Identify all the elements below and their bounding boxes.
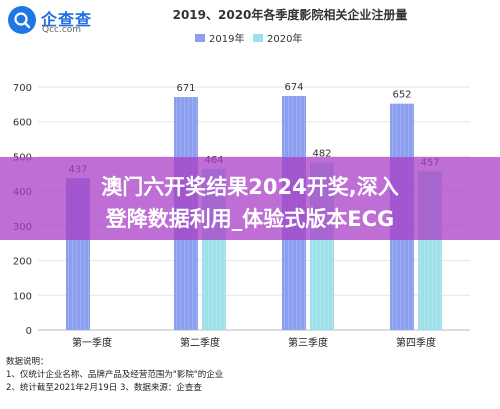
data-label: 674 [284, 82, 303, 93]
x-tick-label: 第二季度 [180, 336, 220, 349]
x-tick-label: 第三季度 [288, 336, 328, 349]
legend-swatch-2019 [195, 33, 205, 42]
y-tick-label: 700 [13, 83, 32, 94]
logo-brand-name: 企查查 [41, 10, 93, 29]
x-tick-label: 第一季度 [72, 336, 112, 349]
y-tick-label: 600 [13, 118, 32, 129]
overlay-text-line-2: 登降数据利用_体验式版本ECG [105, 207, 395, 231]
logo-domain: Qcc.com [42, 25, 82, 35]
y-tick-label: 100 [13, 291, 32, 302]
legend-label-2020: 2020年 [267, 34, 303, 45]
legend-swatch-2020 [253, 33, 263, 42]
brand-logo: 企查查 Qcc.com [8, 4, 118, 38]
y-tick-label: 0 [26, 326, 32, 337]
chart-legend: 2019年 2020年 [0, 30, 500, 46]
promo-overlay-banner: 澳门六开奖结果2024开奖,深入 登降数据利用_体验式版本ECG [0, 157, 500, 240]
notes-heading: 数据说明： [6, 357, 49, 367]
data-label: 671 [176, 83, 195, 94]
data-label: 482 [312, 149, 331, 160]
legend-label-2019: 2019年 [209, 34, 245, 45]
overlay-text-line-1: 澳门六开奖结果2024开奖,深入 [101, 175, 399, 199]
data-label: 652 [392, 90, 411, 101]
legend-item-2019: 2019年 [195, 30, 244, 45]
x-tick-label: 第四季度 [396, 336, 436, 349]
legend-item-2020: 2020年 [253, 30, 302, 45]
chart-title: 2019、2020年各季度影院相关企业注册量 [172, 8, 408, 22]
notes-line-2: 2、统计截至2021年2月19日 3、数据来源：企查查 [6, 383, 202, 393]
notes-line-1: 1、仅统计企业名称、品牌产品及经营范围为"影院"的企业 [6, 370, 224, 380]
data-notes: 数据说明： 1、仅统计企业名称、品牌产品及经营范围为"影院"的企业 2、统计截至… [6, 356, 223, 395]
y-tick-label: 200 [13, 257, 32, 268]
logo-mark-icon [8, 6, 36, 34]
